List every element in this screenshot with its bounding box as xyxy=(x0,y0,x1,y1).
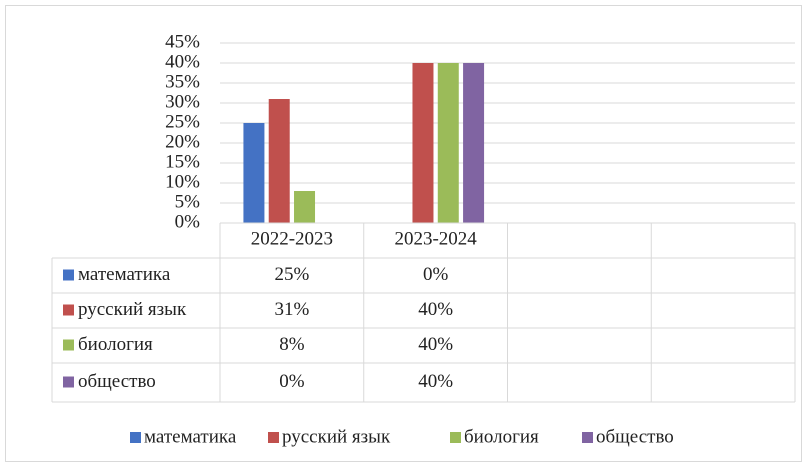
legend-key xyxy=(130,432,141,443)
table-cell: 8% xyxy=(279,334,305,355)
table-cell: 40% xyxy=(418,299,453,320)
legend-label: русский язык xyxy=(282,426,391,447)
table-cell: 0% xyxy=(279,371,305,392)
table-legend-key xyxy=(63,269,74,281)
y-tick-label: 35% xyxy=(165,71,200,92)
bar xyxy=(268,99,290,223)
table-cell: 25% xyxy=(274,264,309,285)
bar xyxy=(243,123,265,223)
table-cell: 0% xyxy=(423,264,449,285)
y-tick-label: 5% xyxy=(175,191,201,212)
table-cell: 40% xyxy=(418,371,453,392)
bar xyxy=(437,63,459,223)
bar xyxy=(463,63,485,223)
table-cell: 31% xyxy=(274,299,309,320)
y-tick-label: 45% xyxy=(165,31,200,52)
legend-label: общество xyxy=(596,426,674,447)
y-tick-label: 25% xyxy=(165,111,200,132)
table-cell: 40% xyxy=(418,334,453,355)
y-tick-label: 40% xyxy=(165,51,200,72)
table-legend-key xyxy=(63,376,74,388)
y-tick-label: 20% xyxy=(165,131,200,152)
chart-border xyxy=(5,5,802,462)
bar xyxy=(412,63,434,223)
table-row-label: биология xyxy=(78,334,153,355)
table-row-label: общество xyxy=(78,371,156,392)
table-legend-key xyxy=(63,304,74,316)
x-tick-label: 2023-2024 xyxy=(394,228,477,249)
table-row-label: русский язык xyxy=(78,299,187,320)
legend-key xyxy=(268,432,279,443)
table-row-label: математика xyxy=(78,264,171,285)
x-tick-label: 2022-2023 xyxy=(251,228,333,249)
y-tick-label: 15% xyxy=(165,151,200,172)
bar xyxy=(294,191,316,223)
legend-label: биология xyxy=(464,426,539,447)
legend-label: математика xyxy=(144,426,237,447)
table-legend-key xyxy=(63,339,74,351)
y-tick-label: 30% xyxy=(165,91,200,112)
legend-key xyxy=(582,432,593,443)
legend-key xyxy=(450,432,461,443)
y-tick-label: 10% xyxy=(165,171,200,192)
y-tick-label: 0% xyxy=(175,211,201,232)
